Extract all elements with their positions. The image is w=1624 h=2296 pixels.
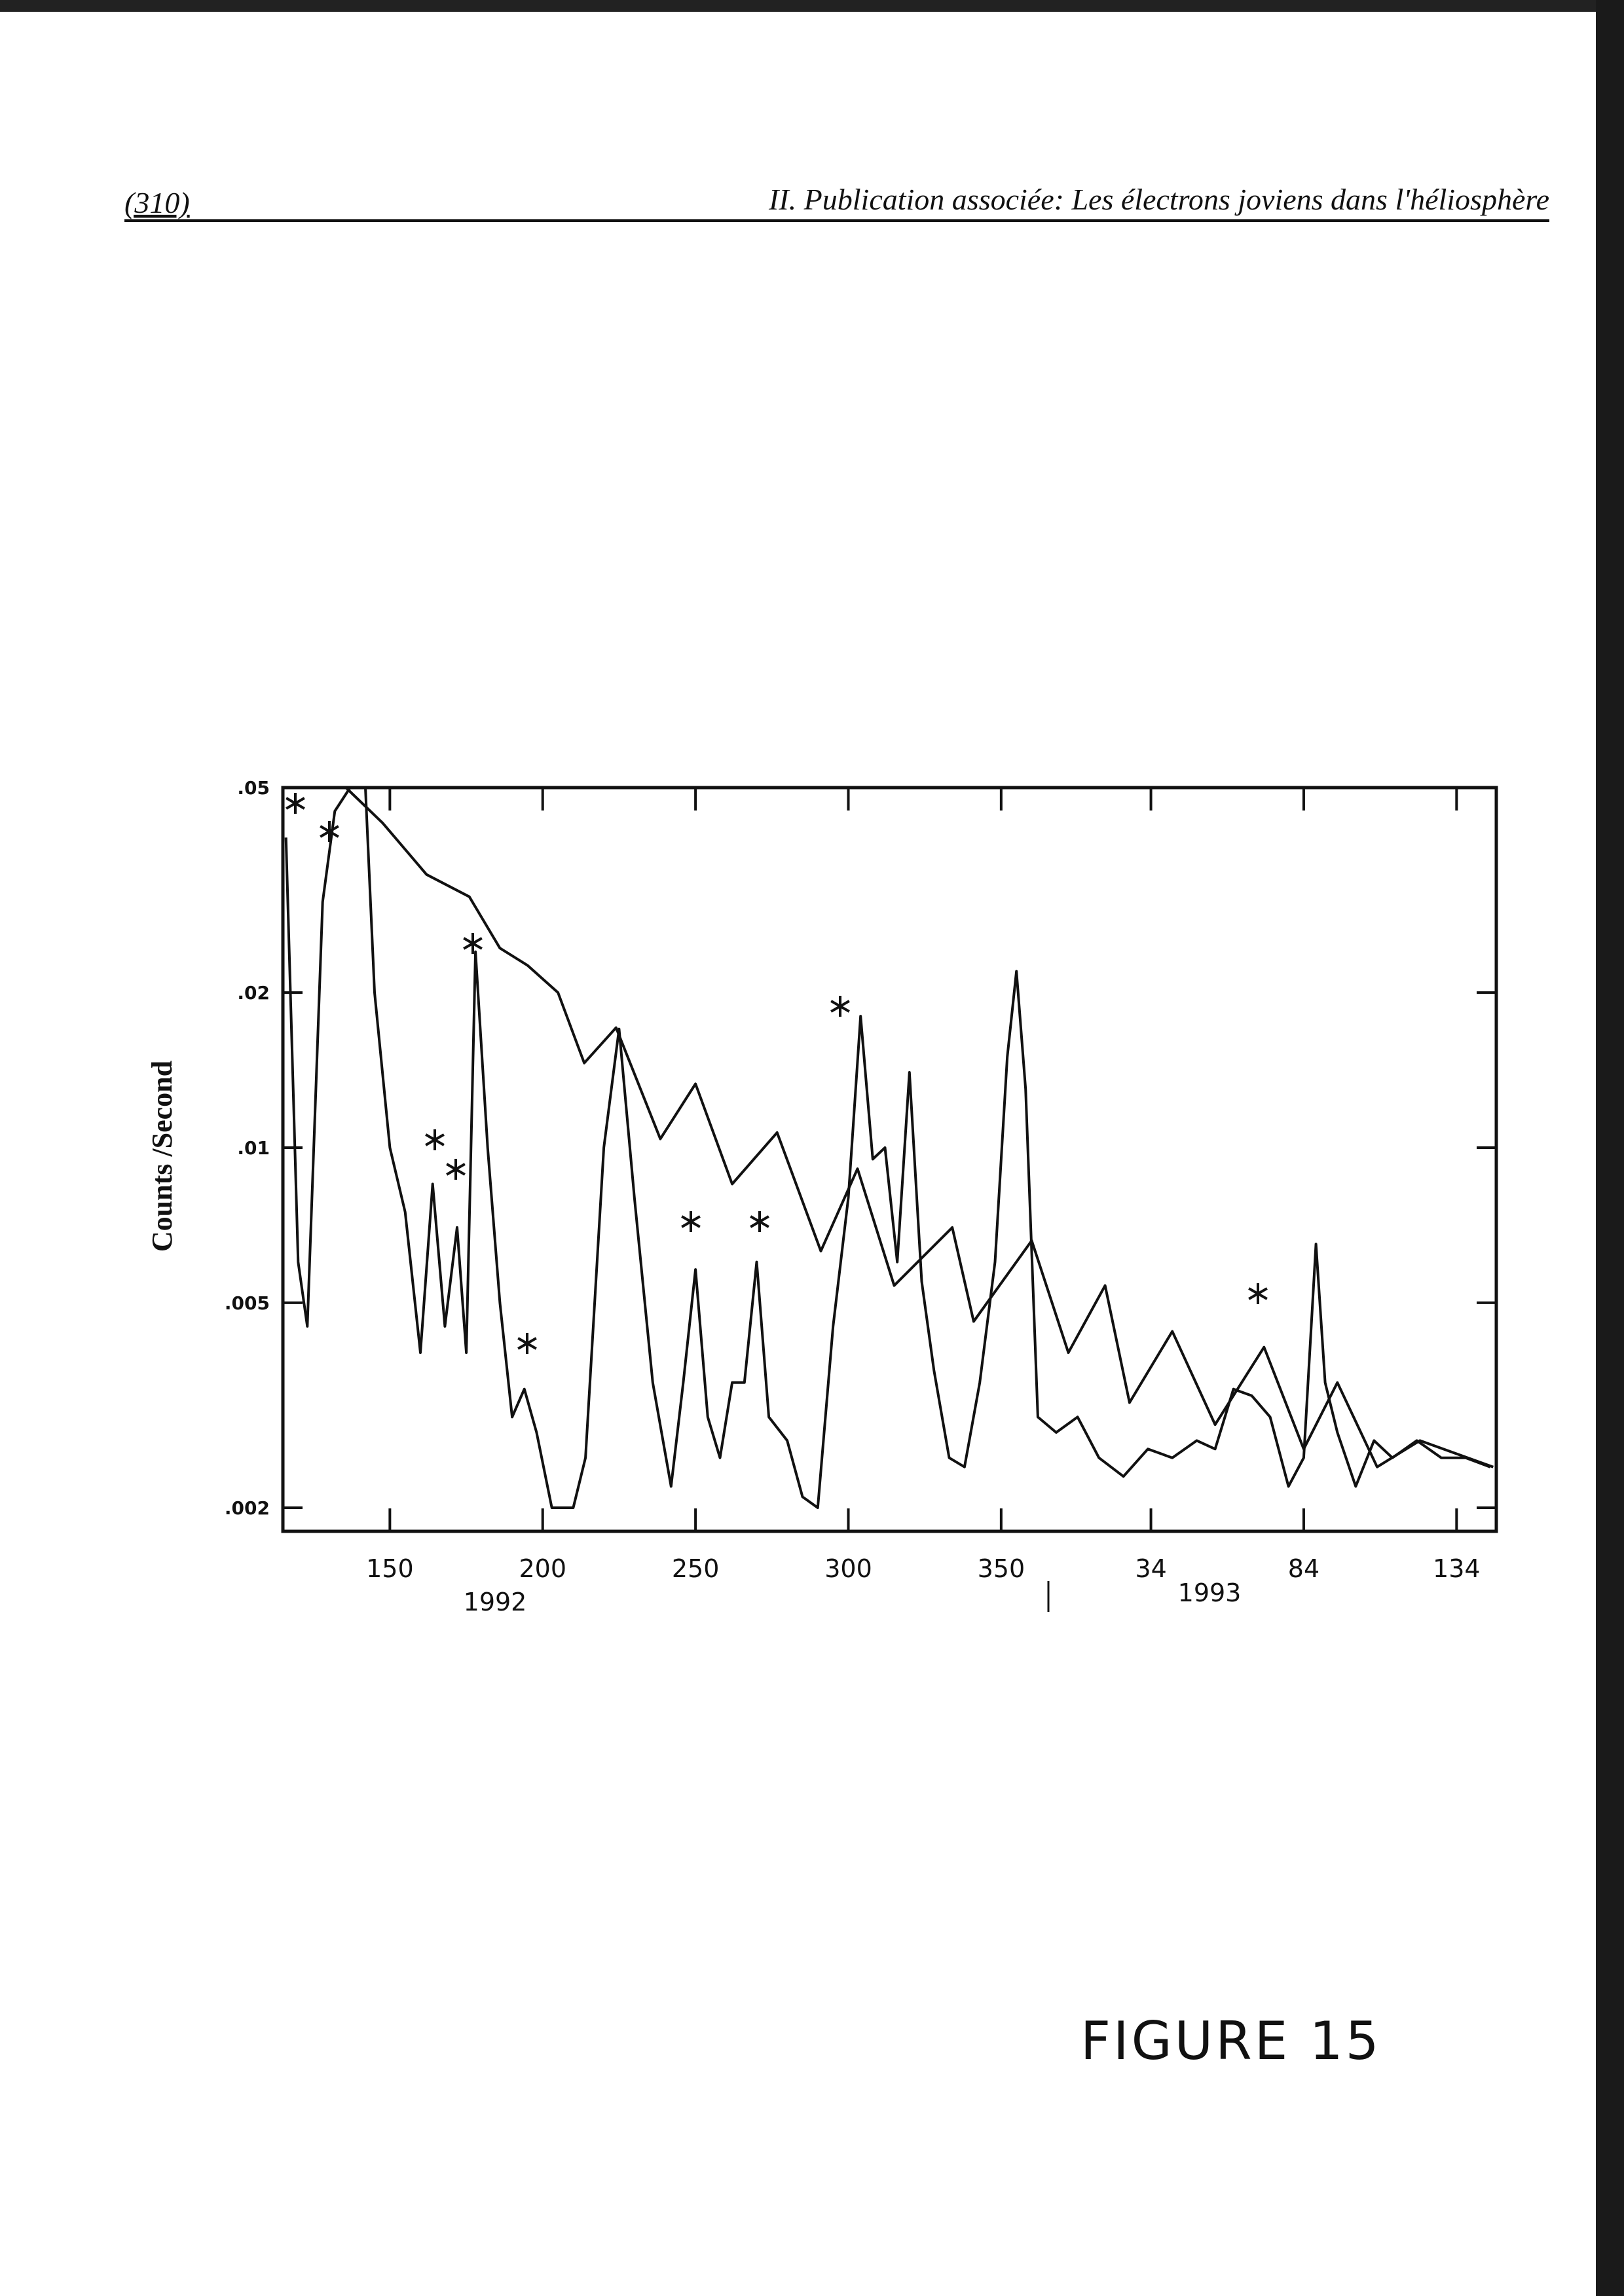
figure-label: FIGURE 15 [1080,2011,1382,2071]
asterisk-stroke [1248,1287,1268,1300]
x-tick-label: 134 [1433,1554,1481,1583]
page-number: (310) [124,186,190,219]
asterisk-stroke [425,1133,445,1146]
data-line [284,786,1491,1509]
asterisk-stroke [463,937,483,950]
y-tick-label: .01 [237,1137,270,1159]
asterisk-stroke [750,1215,769,1228]
y-tick-label: .05 [237,777,270,799]
y-axis-label: Counts /Second [146,1061,178,1252]
x-tick-label: 350 [978,1554,1025,1583]
x-tick-label: 200 [519,1554,566,1583]
asterisk-stroke [286,797,305,810]
x-tick-label: 150 [366,1554,414,1583]
asterisk-stroke [446,1163,466,1176]
asterisk-stroke [320,825,339,838]
asterisk-stroke [830,1000,850,1013]
x-tick-label: 250 [672,1554,720,1583]
data-line [344,786,1494,1468]
scan-edge-right [1596,0,1624,2296]
y-tick-label: .005 [225,1292,270,1314]
asterisk-stroke [517,1337,537,1350]
y-tick-label: .002 [225,1497,270,1519]
x-tick-label: 84 [1288,1554,1320,1583]
asterisk-markers [286,793,1268,1354]
x-tick-label: 300 [824,1554,872,1583]
running-title: II. Publication associée: Les électrons … [768,183,1549,216]
x-tick-label: 34 [1135,1554,1166,1583]
year-label: 1993 [1178,1578,1242,1607]
plot-frame [281,786,1498,1533]
scan-edge-top [0,0,1624,12]
asterisk-stroke [681,1215,701,1228]
year-label: 1992 [464,1588,527,1616]
y-tick-label: .02 [237,982,270,1004]
